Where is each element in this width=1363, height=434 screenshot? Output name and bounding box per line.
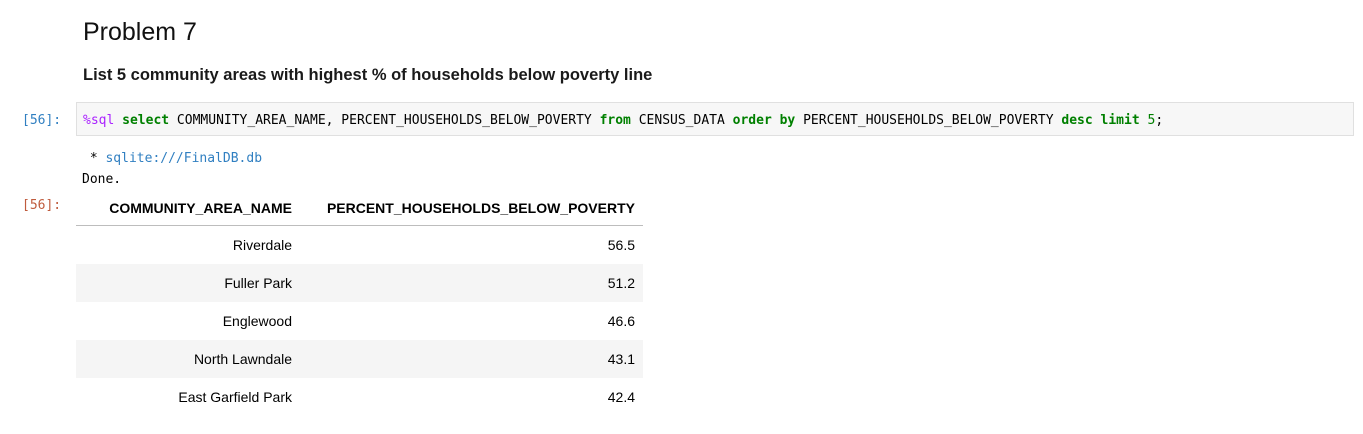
- code-table: CENSUS_DATA: [630, 113, 733, 128]
- stream-output: * sqlite:///FinalDB.db Done.: [82, 148, 262, 190]
- sql-magic: %sql: [83, 113, 115, 128]
- keyword-limit: limit: [1100, 113, 1140, 128]
- table-cell: 51.2: [300, 264, 643, 302]
- done-text: Done.: [82, 172, 122, 187]
- keyword-from: from: [599, 113, 631, 128]
- table-row: North Lawndale 43.1: [76, 340, 643, 378]
- table-cell: Englewood: [222, 313, 292, 329]
- table-cell: 42.4: [607, 389, 635, 405]
- table-row: Riverdale 56.5: [76, 226, 643, 265]
- limit-value: 5: [1147, 113, 1156, 128]
- result-table: COMMUNITY_AREA_NAME PERCENT_HOUSEHOLDS_B…: [76, 190, 643, 416]
- code-terminator: ;: [1155, 113, 1164, 128]
- output-prompt: [56]:: [22, 198, 62, 213]
- code-input-area[interactable]: %sql select COMMUNITY_AREA_NAME, PERCENT…: [76, 102, 1354, 136]
- column-header: PERCENT_HOUSEHOLDS_BELOW_POVERTY: [300, 190, 643, 226]
- table-header-row: COMMUNITY_AREA_NAME PERCENT_HOUSEHOLDS_B…: [76, 190, 643, 226]
- keyword-desc: desc: [1061, 113, 1093, 128]
- table-row: East Garfield Park 42.4: [76, 378, 643, 416]
- code-line[interactable]: %sql select COMMUNITY_AREA_NAME, PERCENT…: [83, 113, 1163, 128]
- input-prompt: [56]:: [22, 113, 62, 128]
- table-row: Englewood 46.6: [76, 302, 643, 340]
- keyword-order: order: [732, 113, 772, 128]
- table-cell: 43.1: [300, 340, 643, 378]
- column-header: COMMUNITY_AREA_NAME: [76, 190, 300, 226]
- table-cell: 46.6: [607, 313, 635, 329]
- table-cell: North Lawndale: [76, 340, 300, 378]
- table-cell: 56.5: [607, 237, 635, 253]
- table-cell: Riverdale: [232, 237, 292, 253]
- keyword-by: by: [779, 113, 796, 128]
- keyword-select: select: [122, 113, 170, 128]
- code-sort-column: PERCENT_HOUSEHOLDS_BELOW_POVERTY: [795, 113, 1062, 128]
- connection-string: sqlite:///FinalDB.db: [105, 151, 263, 166]
- table-cell: Fuller Park: [76, 264, 300, 302]
- problem-heading: Problem 7: [83, 18, 197, 46]
- problem-description: List 5 community areas with highest % of…: [83, 66, 653, 84]
- table-cell: East Garfield Park: [178, 389, 292, 405]
- table-row: Fuller Park 51.2: [76, 264, 643, 302]
- code-columns: COMMUNITY_AREA_NAME, PERCENT_HOUSEHOLDS_…: [169, 113, 600, 128]
- stream-prefix: *: [82, 151, 106, 166]
